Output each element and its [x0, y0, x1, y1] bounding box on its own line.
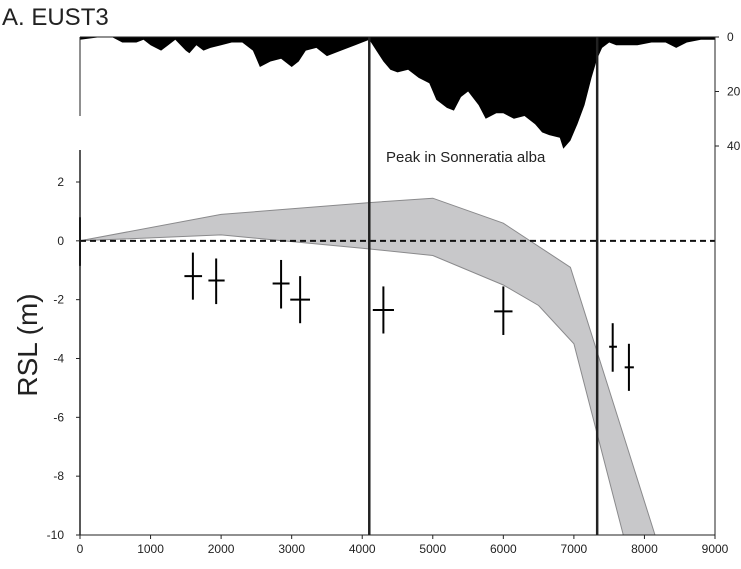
pollen-tick-label: 20 [727, 85, 741, 99]
x-tick-label: 5000 [419, 542, 446, 556]
y-tick-label: -6 [53, 410, 64, 424]
x-tick-label: 0 [77, 542, 84, 556]
x-tick-label: 3000 [278, 542, 305, 556]
index-point [609, 323, 617, 372]
pollen-tick-label: 40 [727, 139, 741, 153]
index-point [208, 258, 225, 305]
rsl-envelope-band [79, 197, 656, 536]
y-tick-label: -10 [47, 528, 65, 542]
x-tick-label: 1000 [137, 542, 164, 556]
x-tick-label: 8000 [631, 542, 658, 556]
rsl-envelope [79, 197, 656, 536]
y-tick-label: 2 [57, 175, 64, 189]
x-tick-label: 7000 [561, 542, 588, 556]
index-point [272, 259, 290, 309]
chart-title: A. EUST3 [2, 4, 109, 31]
index-point [290, 276, 311, 324]
pollen-panel [80, 37, 715, 149]
index-point [372, 286, 394, 334]
annotation-sonneratia: Peak in Sonneratia alba [386, 149, 546, 166]
index-point [494, 286, 513, 335]
y-tick-label: -2 [53, 293, 64, 307]
axes: 0 1000 2000 3000 4000 5000 6000 7000 8000 900020-… [47, 30, 741, 556]
vertical-lines [368, 37, 599, 535]
x-tick-label: 9000 [702, 542, 729, 556]
pollen-tick-label: 0 [727, 30, 734, 44]
index-point [184, 252, 203, 300]
index-point [624, 343, 634, 391]
pollen-area [80, 37, 715, 149]
y-tick-label: -4 [53, 352, 64, 366]
y-tick-label: 0 [57, 234, 64, 248]
y-tick-label: -8 [53, 469, 64, 483]
x-tick-label: 2000 [208, 542, 235, 556]
x-tick-label: 4000 [349, 542, 376, 556]
x-tick-label: 6000 [490, 542, 517, 556]
y-axis-label: RSL (m) [12, 293, 43, 396]
